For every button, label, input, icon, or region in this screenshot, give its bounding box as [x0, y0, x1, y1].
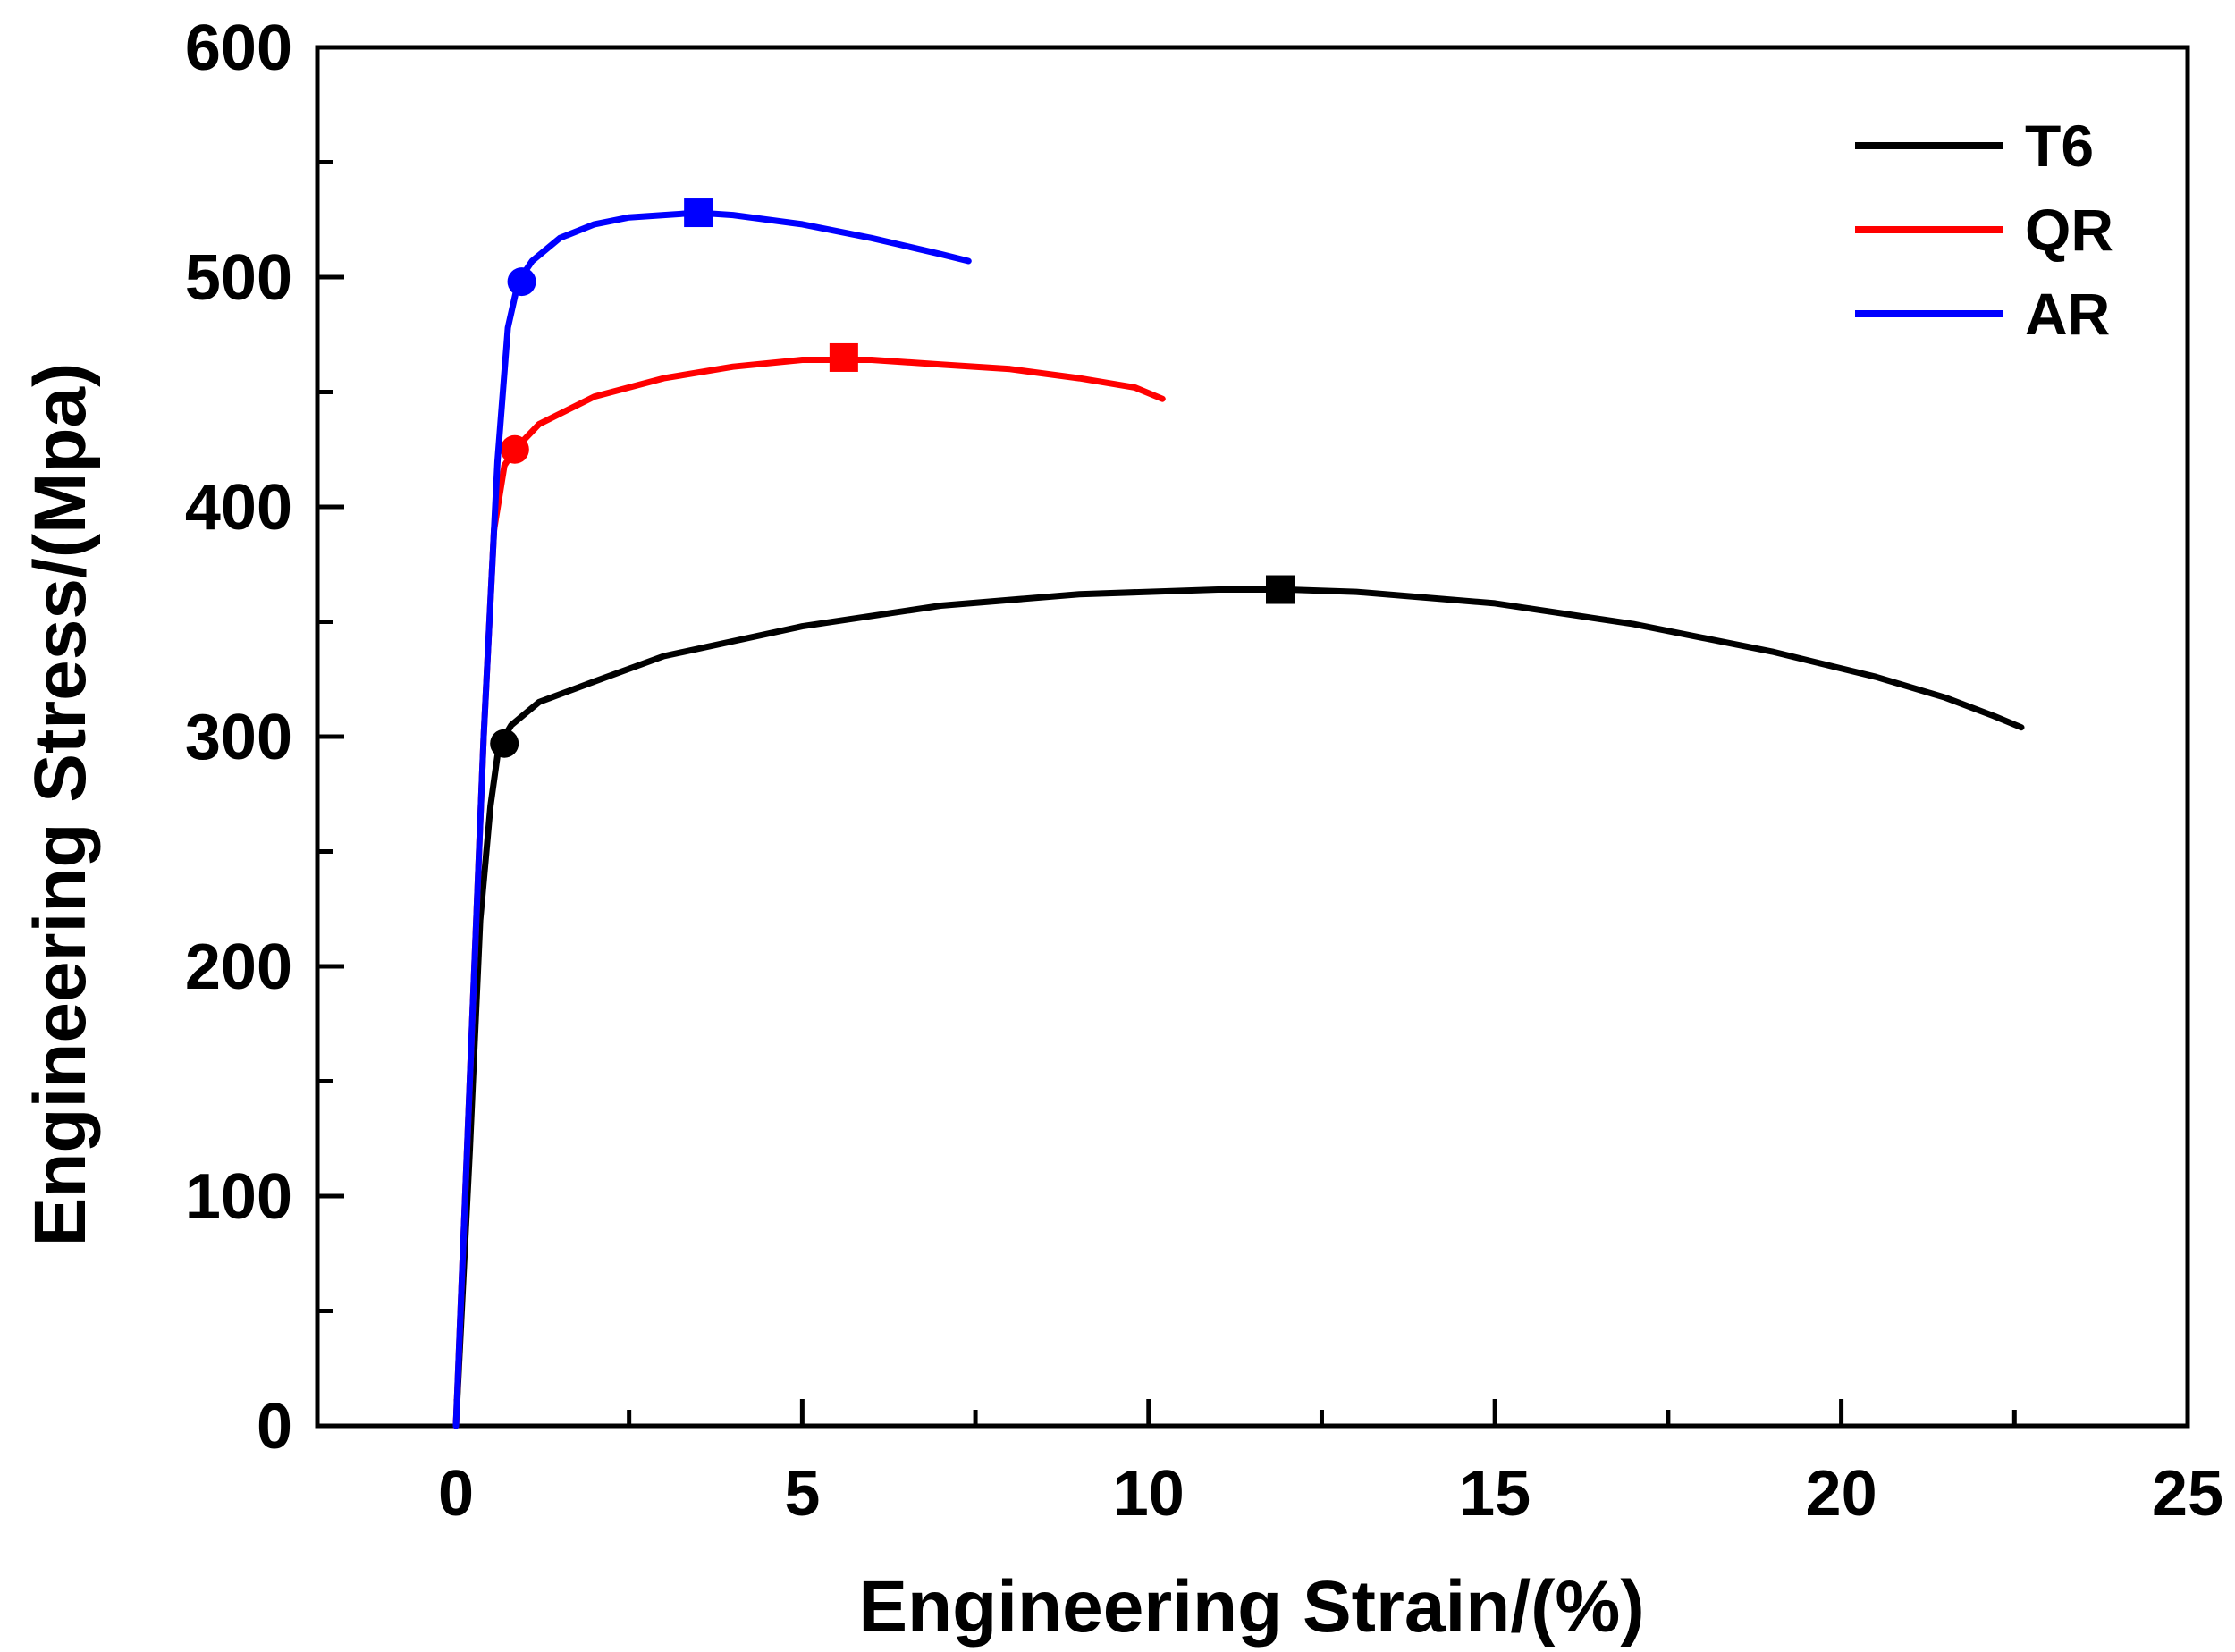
x-tick-labels: 0 5 10 15 20 25: [438, 1458, 2223, 1530]
y-axis-label: Engineering Stress/(Mpa): [20, 363, 101, 1247]
yield-point-qr: [500, 434, 529, 464]
uts-point-qr: [829, 342, 858, 372]
y-tick-label: 0: [257, 1391, 292, 1462]
y-tick-labels: 0 100 200 300 400 500 600: [185, 13, 292, 1462]
x-tick-label: 10: [1113, 1458, 1185, 1530]
y-tick-label: 100: [185, 1161, 292, 1233]
y-tick-label: 400: [185, 472, 292, 544]
y-tick-label: 500: [185, 242, 292, 314]
plot-frame: [315, 45, 2190, 1429]
x-tick-label: 15: [1459, 1458, 1531, 1530]
x-tick-label: 25: [2152, 1458, 2223, 1530]
x-axis-label: Engineering Strain/(%): [858, 1566, 1644, 1648]
series-line-t6: [452, 586, 2025, 1429]
yield-point-t6: [490, 729, 519, 758]
legend-label-ar: AR: [2025, 281, 2110, 347]
series-group: [452, 198, 2025, 1429]
axis-ticks: [317, 45, 2190, 1429]
y-tick-label: 200: [185, 931, 292, 1003]
series-line-ar: [452, 209, 972, 1429]
uts-point-t6: [1265, 575, 1295, 604]
series-line-qr: [452, 357, 1166, 1429]
legend-label-qr: QR: [2025, 197, 2113, 263]
x-tick-label: 20: [1806, 1458, 1877, 1530]
x-tick-label: 0: [438, 1458, 474, 1530]
x-tick-label: 5: [784, 1458, 820, 1530]
y-tick-label: 300: [185, 702, 292, 773]
uts-point-ar: [684, 198, 713, 228]
yield-point-ar: [507, 267, 536, 297]
legend: T6 QR AR: [1855, 113, 2113, 347]
y-tick-label: 600: [185, 13, 292, 84]
legend-label-t6: T6: [2025, 113, 2094, 179]
